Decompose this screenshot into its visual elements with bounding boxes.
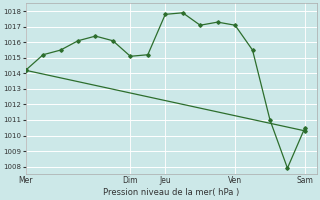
X-axis label: Pression niveau de la mer( hPa ): Pression niveau de la mer( hPa ) — [103, 188, 239, 197]
